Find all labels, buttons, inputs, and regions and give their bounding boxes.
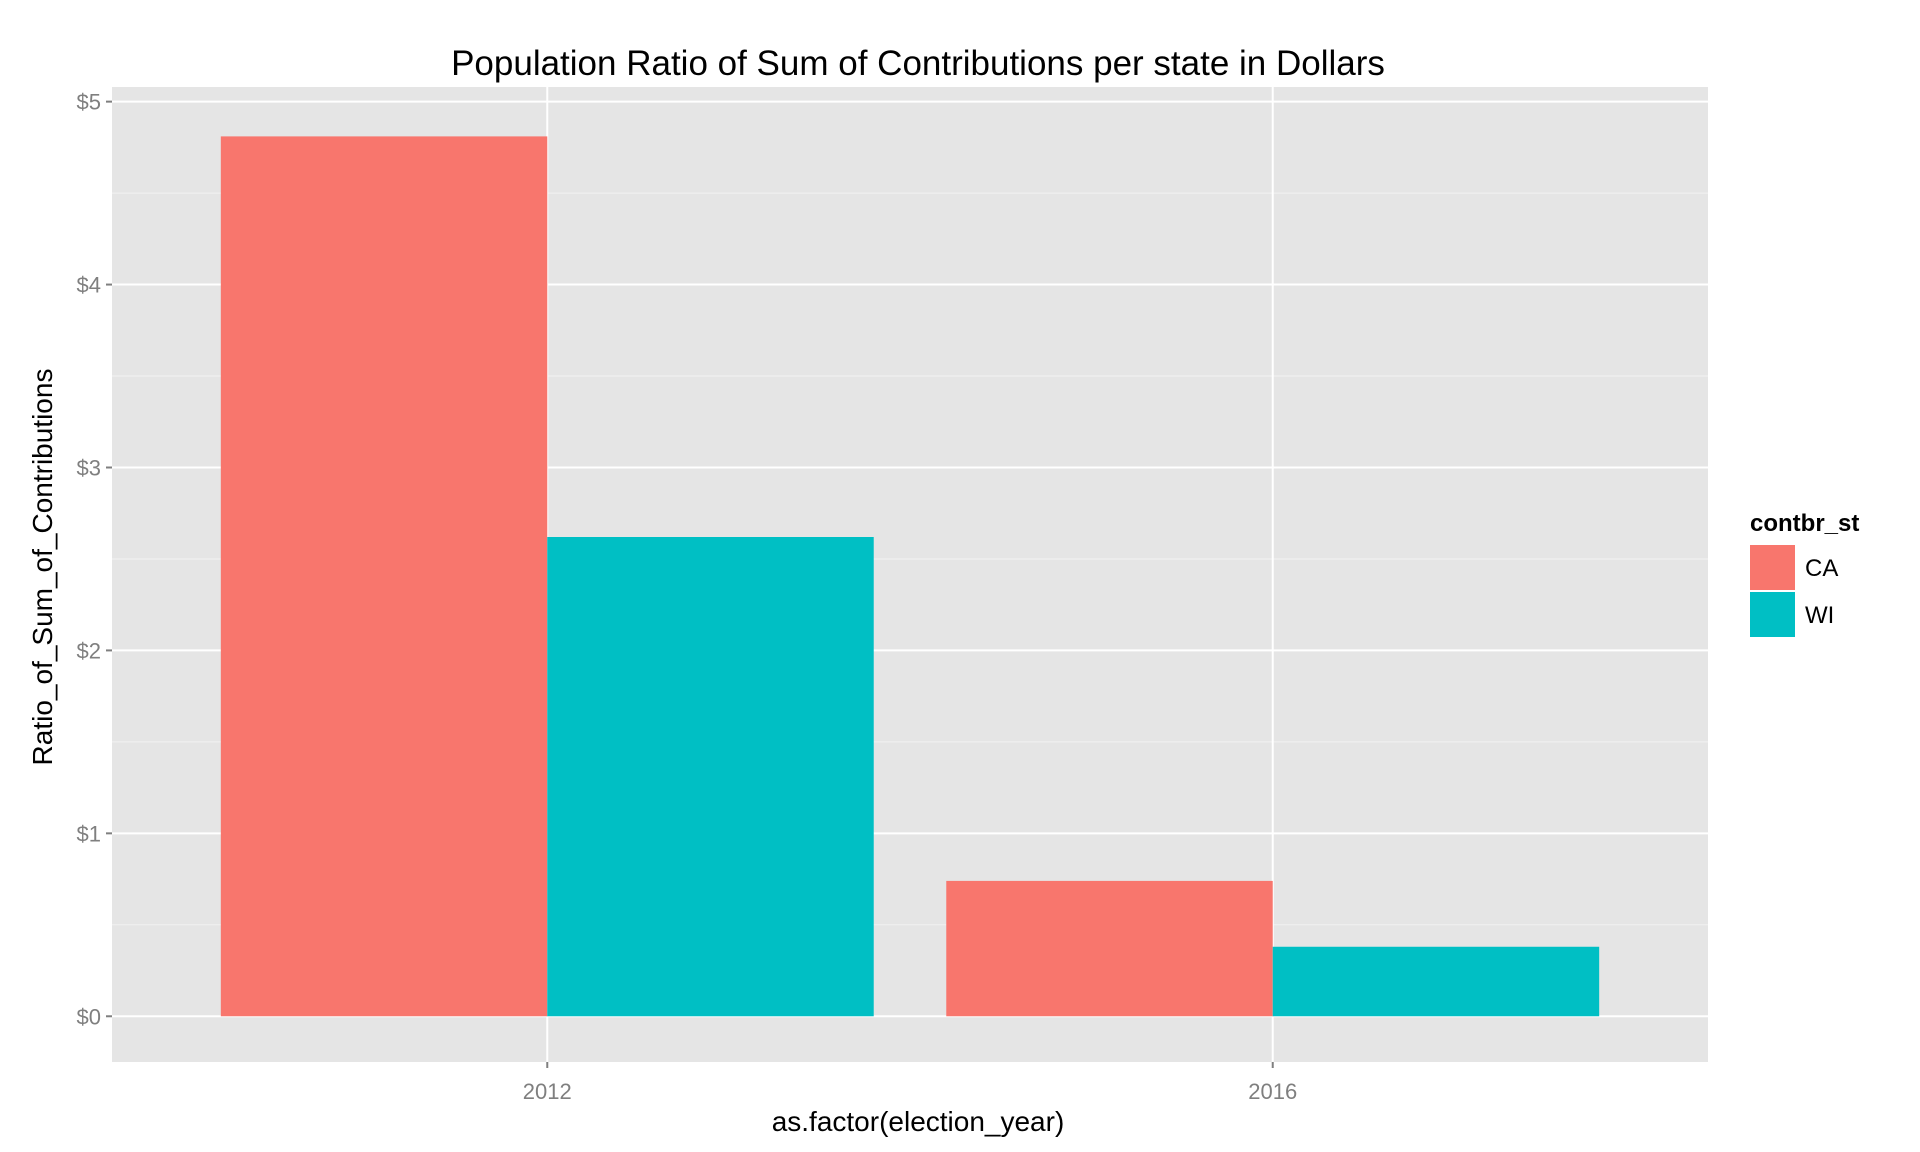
chart-title: Population Ratio of Sum of Contributions… [451,44,1385,83]
y-tick-label: $3 [77,455,101,480]
bar-wi-2012 [547,537,874,1017]
x-tick-label: 2012 [523,1079,572,1104]
bar-wi-2016 [1272,946,1600,1017]
y-tick-label: $4 [77,273,101,298]
legend-key-ca [1750,545,1795,590]
plot-panel [112,87,1708,1062]
legend-key-wi [1750,592,1795,637]
y-axis-title: Ratio_of_Sum_of_Contributions [27,369,58,766]
bar-ca-2012 [220,136,548,1017]
legend-label-wi: WI [1805,602,1834,629]
bar-ca-2016 [946,880,1273,1017]
y-tick-label: $0 [77,1004,101,1029]
legend-label-ca: CA [1805,555,1838,582]
y-tick-label: $1 [77,821,101,846]
x-axis-title: as.factor(election_year) [772,1106,1065,1137]
y-axis: $0 $1 $2 $3 $4 $5 [77,90,112,1029]
x-tick-label: 2016 [1248,1079,1297,1104]
legend-title: contbr_st [1750,510,1859,537]
y-tick-label: $5 [77,90,101,115]
legend: contbr_st CA WI [1750,510,1859,637]
y-tick-label: $2 [77,638,101,663]
x-axis: 2012 2016 [523,1062,1297,1104]
